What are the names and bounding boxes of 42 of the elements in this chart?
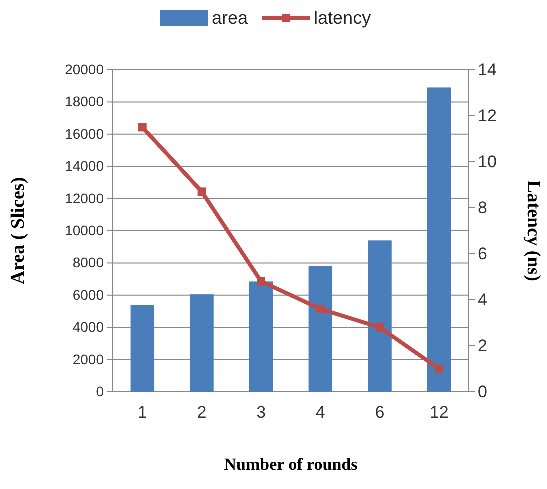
y-tick-label: 20000: [65, 61, 104, 78]
y-tick-label: 6000: [72, 286, 104, 303]
x-tick-label: 3: [256, 403, 266, 422]
x-tick-label: 2: [197, 403, 207, 422]
bar: [249, 282, 274, 392]
point: [316, 305, 325, 314]
bar: [368, 240, 392, 392]
y2-tick-label: 12: [478, 106, 497, 126]
y-tick-label: 4000: [72, 319, 104, 336]
y2-tick-label: 10: [478, 152, 497, 172]
y2-tick-label: 2: [478, 336, 488, 356]
x-axis-title: Number of rounds: [224, 455, 358, 474]
x-tick-label: 1: [138, 403, 148, 422]
bar: [190, 294, 214, 392]
y-tick-label: 10000: [65, 222, 104, 238]
point: [138, 123, 147, 132]
y-axis-title: Area ( Slices): [8, 177, 29, 285]
y2-tick-label: 14: [478, 60, 497, 80]
point: [435, 364, 444, 374]
y2-tick-label: 4: [478, 290, 488, 310]
y2-tick-label: 6: [478, 244, 488, 264]
y-tick-label: 8000: [72, 254, 104, 271]
y-tick-label: 2000: [72, 351, 104, 368]
point: [257, 277, 266, 286]
x-tick-label: 6: [375, 403, 385, 422]
y2-tick-label: 0: [478, 382, 488, 402]
legend-label: area: [212, 8, 250, 28]
point: [198, 188, 206, 196]
y2-tick-label: 8: [478, 198, 488, 218]
bar: [308, 266, 333, 392]
y-tick-label: 14000: [65, 158, 104, 174]
x-tick-label: 4: [316, 403, 326, 422]
y-tick-label: 12000: [65, 190, 104, 206]
y-tick-label: 18000: [65, 94, 104, 110]
point: [376, 323, 384, 332]
y2-axis-title: Latency (ns): [523, 180, 544, 282]
x-tick-label: 12: [430, 403, 449, 422]
bar: [130, 305, 155, 392]
legend-label: latency: [314, 8, 372, 28]
bar: [427, 88, 452, 392]
y-tick-label: 0: [96, 383, 104, 400]
y-tick-label: 16000: [65, 126, 104, 142]
